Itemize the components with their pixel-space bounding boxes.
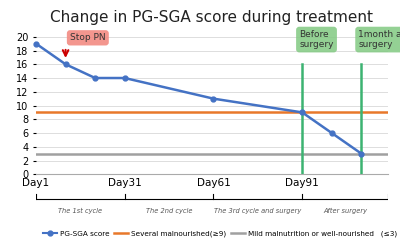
Text: The 2nd cycle: The 2nd cycle [146, 208, 192, 214]
Legend: PG-SGA score, Several malnourished(≥9), Mild malnutrition or well-nourished   (≤: PG-SGA score, Several malnourished(≥9), … [40, 228, 400, 240]
Text: The 1st cycle: The 1st cycle [58, 208, 102, 214]
Text: Before
surgery: Before surgery [299, 30, 334, 49]
Text: 1month after
surgery: 1month after surgery [358, 30, 400, 49]
Text: The 3rd cycle and surgery: The 3rd cycle and surgery [214, 208, 302, 214]
Text: After surgery: After surgery [323, 208, 367, 214]
Title: Change in PG-SGA score during treatment: Change in PG-SGA score during treatment [50, 9, 374, 25]
Text: Stop PN: Stop PN [70, 33, 106, 42]
